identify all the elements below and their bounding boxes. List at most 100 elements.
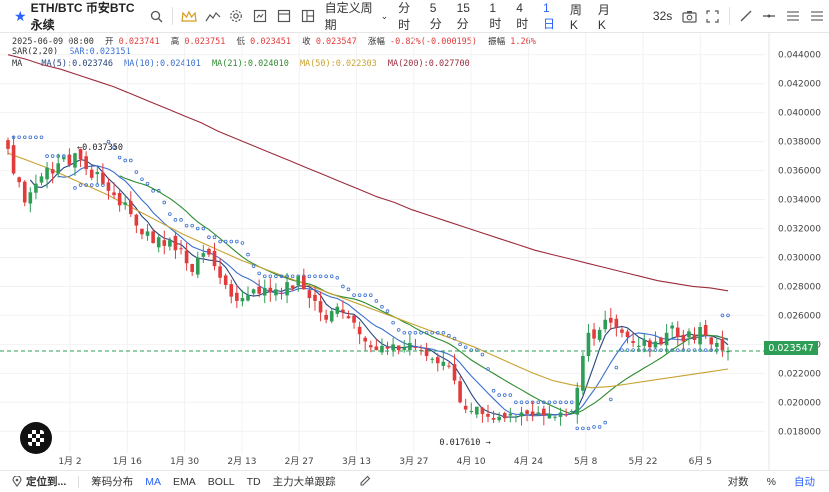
candle-body xyxy=(581,355,585,391)
candle-body xyxy=(329,311,334,322)
sar-dot xyxy=(39,135,44,140)
candle-body xyxy=(413,347,418,349)
candle-body xyxy=(84,156,88,170)
auto-toggle[interactable]: 自动 xyxy=(794,476,815,488)
candle-body xyxy=(17,177,21,183)
candle-body xyxy=(603,319,608,330)
candle-body xyxy=(128,201,133,215)
price-chart[interactable]: 0.044000 0.042000 0.040000 0.038000 0.036000… xyxy=(0,33,829,470)
candle-body xyxy=(201,253,206,257)
candle-body xyxy=(525,410,529,414)
candle-body xyxy=(463,405,468,410)
sar-dot xyxy=(491,388,496,393)
template-icon[interactable] xyxy=(250,5,270,27)
candle-body xyxy=(553,416,557,418)
percent-toggle[interactable]: % xyxy=(766,475,776,488)
camera-icon[interactable] xyxy=(679,5,699,27)
sar-dot xyxy=(653,348,658,352)
fullscreen-icon[interactable] xyxy=(703,5,723,27)
fib-icon[interactable] xyxy=(783,5,803,27)
bottom-tab[interactable]: TD xyxy=(246,475,261,488)
sar-dot xyxy=(212,235,217,240)
sar-dot xyxy=(341,284,345,289)
x-tick-label: 1月 16 xyxy=(113,456,142,467)
candle-body xyxy=(592,329,596,339)
star-icon[interactable]: ★ xyxy=(14,7,27,24)
search-icon[interactable] xyxy=(146,5,166,27)
custom-period-dropdown[interactable]: 自定义周期 ⌄ xyxy=(320,0,394,33)
high-annotation: ←0.037350 xyxy=(77,143,123,153)
close-label: 收 xyxy=(302,37,311,47)
ma-name: MA xyxy=(12,59,23,69)
candle-body xyxy=(452,364,457,381)
candle-body xyxy=(514,416,518,418)
bottom-tab[interactable]: EMA xyxy=(173,475,196,488)
horizontal-line-icon[interactable] xyxy=(760,5,780,27)
candle-body xyxy=(101,172,105,184)
candle-body xyxy=(564,414,568,416)
amp-label: 振幅 xyxy=(488,37,506,47)
sar-dot xyxy=(184,223,189,228)
sar-dot xyxy=(564,400,568,405)
ma50-value: MA(50):0.022303 xyxy=(299,59,377,69)
sar-dot xyxy=(419,330,423,335)
sar-dot xyxy=(313,274,317,279)
interval-tab[interactable]: 4时 xyxy=(516,0,529,31)
bottom-tab[interactable]: 筹码分布 xyxy=(91,476,134,488)
candle-body xyxy=(335,306,340,314)
more-tools-icon[interactable] xyxy=(807,5,827,27)
sar-dot xyxy=(592,425,596,429)
sar-dot xyxy=(134,170,139,174)
interval-tab[interactable]: 5分 xyxy=(429,0,442,31)
symbol-selector[interactable]: ★ ETH/BTC 币安BTC永续 xyxy=(0,0,144,33)
sar-dot xyxy=(89,183,94,187)
sar-dot xyxy=(34,135,38,140)
candle-body xyxy=(631,341,635,343)
candle-body xyxy=(475,406,479,415)
sar-dot xyxy=(553,400,557,405)
bottom-tab[interactable]: 主力大单跟踪 xyxy=(272,476,336,488)
crown-icon[interactable] xyxy=(179,5,199,27)
candle-body xyxy=(179,248,183,250)
candle-body xyxy=(151,231,155,243)
candle-body xyxy=(207,248,211,255)
locate-button[interactable]: 定位到... xyxy=(0,474,72,489)
app-logo[interactable] xyxy=(20,422,52,454)
indicator-icon[interactable] xyxy=(203,5,223,27)
ma21-value: MA(21):0.024010 xyxy=(212,59,289,69)
sar-dot xyxy=(290,274,295,279)
bottom-tab[interactable]: BOLL xyxy=(207,475,235,488)
interval-tab[interactable]: 1时 xyxy=(489,0,502,31)
interval-tab[interactable]: 15分 xyxy=(456,0,470,31)
interval-tab-active[interactable]: 1日 xyxy=(543,0,556,31)
log-toggle[interactable]: 对数 xyxy=(727,476,749,488)
candle-body xyxy=(642,340,647,346)
candle-body xyxy=(659,337,663,345)
custom-period-label: 自定义周期 xyxy=(324,1,373,32)
trendline-icon[interactable] xyxy=(736,5,756,27)
candle-body xyxy=(547,413,552,419)
interval-tab[interactable]: 周K xyxy=(569,2,582,32)
sar-dot xyxy=(380,304,384,309)
copy-icon[interactable] xyxy=(274,5,294,27)
candle-body xyxy=(519,412,524,417)
sar-dot xyxy=(28,135,33,140)
sar-name: SAR(2,20) xyxy=(12,47,59,57)
candle-body xyxy=(447,365,451,367)
settings-icon[interactable] xyxy=(226,5,246,27)
bottom-tab-active[interactable]: MA xyxy=(145,475,162,488)
layout-icon[interactable] xyxy=(298,5,318,27)
interval-tab[interactable]: 分时 xyxy=(398,1,411,32)
close-value: 0.023547 xyxy=(315,37,357,47)
candle-body xyxy=(117,192,122,206)
candle-body xyxy=(112,192,116,196)
candle-body xyxy=(441,361,446,366)
candle-body xyxy=(341,309,345,313)
candle-body xyxy=(279,292,284,294)
sar-dot xyxy=(536,400,541,405)
edit-icon[interactable] xyxy=(354,475,377,489)
sar-dot xyxy=(408,330,412,335)
ma5-value: MA(5):0.023746 xyxy=(41,59,114,69)
interval-tab[interactable]: 月K xyxy=(597,2,610,32)
candle-body xyxy=(268,287,273,293)
